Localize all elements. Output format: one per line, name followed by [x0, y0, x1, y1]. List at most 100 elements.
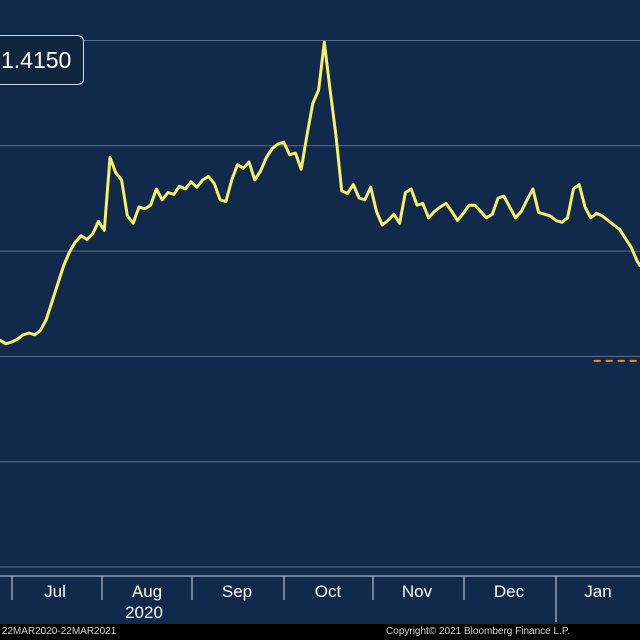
data-point — [491, 213, 493, 215]
data-point — [375, 210, 378, 213]
data-point — [312, 102, 314, 105]
data-point — [596, 212, 598, 214]
data-point — [346, 192, 349, 195]
data-point — [601, 215, 604, 217]
year-label: 2020 — [125, 603, 163, 622]
data-point — [236, 164, 239, 166]
data-point — [416, 204, 418, 206]
data-point — [138, 206, 140, 208]
data-point — [173, 193, 175, 195]
data-point — [335, 134, 337, 136]
data-point — [451, 210, 453, 213]
data-point — [294, 152, 296, 154]
data-point — [619, 228, 621, 231]
data-point — [364, 199, 366, 201]
data-point — [202, 179, 204, 181]
data-point — [5, 343, 7, 345]
data-point — [289, 154, 291, 156]
data-point — [462, 212, 464, 214]
data-point — [121, 179, 123, 181]
data-point — [555, 219, 557, 222]
data-point — [144, 208, 146, 210]
data-point — [433, 210, 435, 213]
data-point — [225, 201, 227, 203]
data-point — [399, 222, 401, 224]
data-point — [184, 188, 186, 190]
data-point — [404, 192, 406, 194]
data-point — [526, 199, 528, 201]
x-tick-label: Oct — [315, 582, 342, 601]
data-point — [11, 341, 13, 343]
last-value-box: 1.4150 — [0, 35, 84, 85]
data-point — [636, 260, 638, 262]
data-point — [497, 197, 499, 199]
series-layer — [0, 40, 640, 362]
data-point — [231, 179, 233, 181]
data-point — [196, 186, 198, 188]
data-point — [277, 143, 279, 145]
data-point — [520, 210, 522, 213]
x-tick-label: Jul — [44, 582, 66, 601]
data-point — [283, 141, 285, 143]
data-point — [57, 282, 59, 285]
data-point — [155, 188, 157, 190]
data-point — [480, 210, 482, 213]
data-point — [167, 192, 169, 194]
data-point — [567, 217, 569, 219]
data-point — [503, 195, 505, 197]
data-point — [161, 199, 163, 201]
data-point — [39, 329, 42, 331]
data-point — [457, 219, 459, 222]
data-point — [578, 183, 580, 186]
data-point — [306, 134, 308, 136]
data-point — [329, 89, 331, 91]
x-tick-label: Nov — [402, 582, 433, 601]
data-point — [86, 238, 88, 240]
data-point — [103, 229, 105, 231]
data-point — [387, 219, 389, 222]
data-point — [0, 339, 1, 341]
data-point — [126, 215, 128, 217]
data-point — [271, 147, 273, 150]
data-point — [190, 181, 192, 183]
data-point — [16, 338, 18, 340]
data-point — [624, 237, 627, 240]
data-point — [300, 168, 302, 170]
data-point — [422, 202, 424, 204]
gridlines — [0, 40, 640, 568]
data-point — [428, 217, 430, 219]
data-point — [584, 206, 586, 208]
data-point — [509, 206, 511, 208]
data-point — [572, 188, 575, 190]
data-point — [514, 217, 517, 219]
data-point — [28, 332, 30, 334]
x-tick-label: Jan — [584, 582, 611, 601]
copyright-text: Copyright© 2021 Bloomberg Finance L.P. — [386, 626, 570, 637]
last-value-text: 1.4150 — [1, 47, 72, 73]
data-point — [393, 213, 395, 215]
data-point — [474, 204, 476, 206]
data-point — [242, 167, 244, 169]
data-point — [74, 241, 76, 243]
data-point — [410, 188, 412, 190]
data-point — [590, 217, 592, 219]
data-point — [80, 235, 82, 237]
x-tick-label: Aug — [132, 582, 162, 601]
data-point — [613, 224, 615, 226]
data-point — [439, 206, 441, 208]
data-point — [607, 219, 609, 222]
x-tick-label: Sep — [222, 582, 252, 601]
data-point — [51, 300, 53, 303]
data-point — [543, 213, 546, 215]
data-point — [260, 170, 262, 172]
data-point — [178, 185, 181, 187]
data-point — [341, 190, 343, 192]
data-point — [254, 179, 256, 181]
data-point — [323, 41, 325, 43]
data-point — [109, 156, 111, 159]
price-series-line — [0, 40, 640, 346]
data-point — [115, 172, 117, 174]
footer-bar: y 22MAR2020-22MAR2021 Copyright© 2021 Bl… — [0, 624, 640, 640]
